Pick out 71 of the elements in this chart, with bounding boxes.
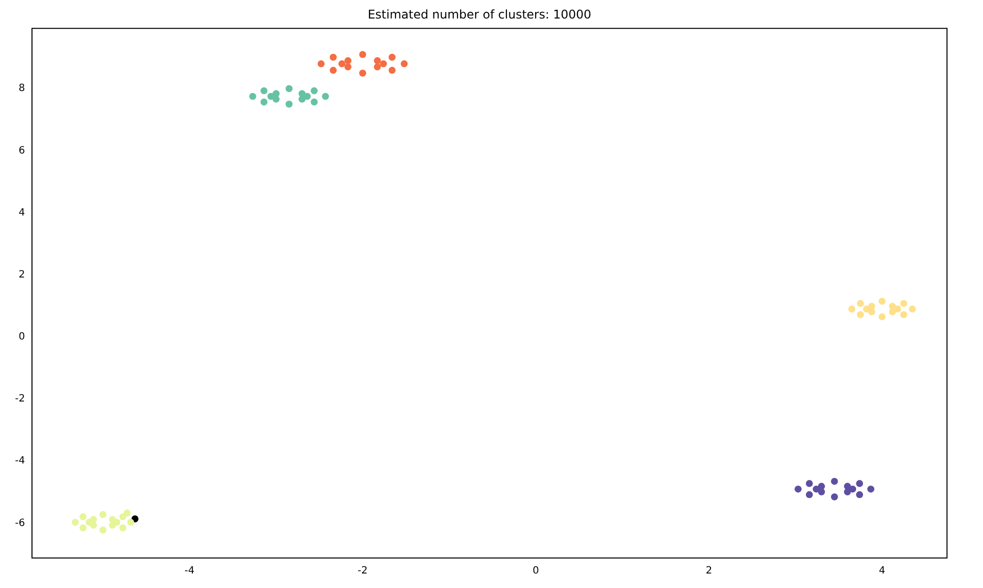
point <box>380 60 387 68</box>
y-tick-label: 6 <box>18 145 25 156</box>
point <box>830 478 838 485</box>
y-tick-label: 0 <box>18 332 25 343</box>
point <box>359 70 366 77</box>
point <box>298 96 306 103</box>
y-tick-label: -2 <box>14 394 25 405</box>
point <box>330 66 337 74</box>
point <box>338 60 346 68</box>
point <box>90 522 97 529</box>
point <box>374 57 381 64</box>
point <box>359 50 366 58</box>
point <box>868 308 876 316</box>
point <box>119 524 126 532</box>
point <box>878 298 886 305</box>
point <box>318 60 325 68</box>
y-tick-label: 2 <box>18 269 25 280</box>
point <box>844 488 851 496</box>
point <box>286 85 293 92</box>
point <box>856 311 864 318</box>
point <box>322 92 329 100</box>
point <box>272 96 280 103</box>
x-tick-label: -4 <box>184 566 195 577</box>
point <box>127 518 134 526</box>
point <box>400 60 408 68</box>
point <box>330 54 337 61</box>
point <box>99 526 106 534</box>
point <box>806 480 813 487</box>
point <box>260 98 268 106</box>
x-tick-label: -2 <box>358 566 368 577</box>
point <box>388 66 396 74</box>
point <box>388 54 396 61</box>
x-tick-label: 0 <box>532 566 539 577</box>
point <box>888 302 896 310</box>
x-tick-label: 4 <box>878 566 886 577</box>
point <box>260 87 268 94</box>
point <box>298 90 306 98</box>
point <box>80 513 87 520</box>
point <box>806 491 813 498</box>
point <box>99 511 106 518</box>
point <box>124 509 131 516</box>
point <box>888 308 896 316</box>
point <box>344 63 352 70</box>
point <box>272 90 280 98</box>
point <box>878 313 886 320</box>
chart-title: Estimated number of clusters: 10000 <box>368 7 592 22</box>
point <box>374 63 381 70</box>
point <box>80 524 87 532</box>
point <box>856 300 864 307</box>
point <box>108 522 116 529</box>
point <box>900 300 908 307</box>
point <box>794 486 802 493</box>
point <box>830 493 838 500</box>
point <box>900 311 908 318</box>
y-tick-label: -6 <box>14 518 25 529</box>
point <box>856 491 864 498</box>
point <box>286 100 293 108</box>
point <box>310 98 318 106</box>
point <box>848 306 856 313</box>
y-tick-label: -4 <box>14 456 25 467</box>
x-tick-label: 2 <box>706 566 712 577</box>
point <box>908 306 916 313</box>
point <box>856 480 864 487</box>
point <box>867 486 874 493</box>
point <box>249 92 256 100</box>
point <box>344 57 352 64</box>
y-tick-label: 8 <box>18 83 25 94</box>
point <box>818 488 825 496</box>
y-tick-label: 4 <box>18 207 25 218</box>
point <box>310 87 318 94</box>
point <box>72 518 79 526</box>
